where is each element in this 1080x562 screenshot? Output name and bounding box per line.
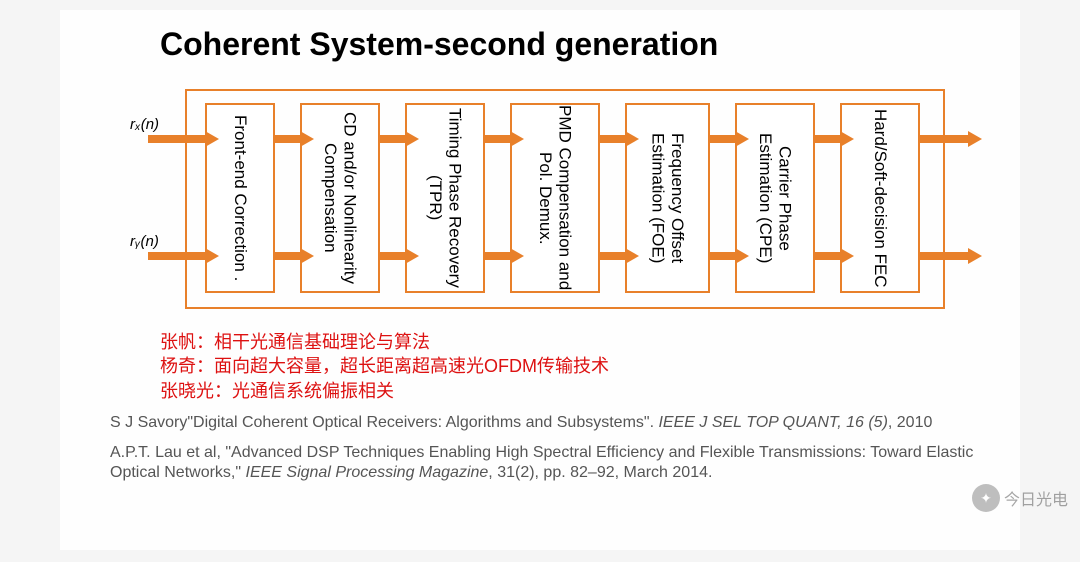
watermark-text: 今日光电 (1004, 486, 1068, 510)
block-label: Carrier Phase Estimation (CPE) (755, 105, 794, 291)
ref-ital: IEEE Signal Processing Magazine (246, 464, 489, 481)
ref-tail: , 31(2), pp. 82–92, March 2014. (488, 464, 712, 481)
block-label: Frequency Offset Estimation (FOE) (648, 105, 687, 291)
block-diagram: rₓ(n) rᵧ(n) Front-end Correction . CD and/o… (130, 81, 950, 316)
block-label: CD and/or Nonlinearity Compensation (320, 105, 359, 291)
slide: Coherent System-second generation rₓ(n)r… (60, 10, 1020, 550)
block-label: PMD Compensation and Pol. Demux. (535, 105, 574, 291)
slide-title: Coherent System-second generation (160, 26, 980, 63)
watermark-icon: ✦ (972, 484, 1000, 512)
block-label: Hard/Soft-decision FEC (870, 109, 890, 288)
ref-text: S J Savory"Digital Coherent Optical Rece… (110, 414, 658, 431)
ref-ital: IEEE J SEL TOP QUANT, 16 (5) (658, 414, 887, 431)
watermark: ✦ 今日光电 (972, 484, 1068, 512)
reference-2: A.P.T. Lau et al, "Advanced DSP Techniqu… (110, 443, 980, 483)
note-line: 张帆：相干光通信基础理论与算法 (160, 330, 980, 354)
input-label: rᵧ(n) (130, 233, 159, 250)
block-label: Timing Phase Recovery (TPR) (425, 105, 464, 291)
block-label: Front-end Correction . (230, 115, 250, 281)
red-notes: 张帆：相干光通信基础理论与算法 杨奇：面向超大容量，超长距离超高速光OFDM传输… (160, 330, 980, 403)
note-line: 张晓光：光通信系统偏振相关 (160, 379, 980, 403)
ref-tail: , 2010 (888, 414, 932, 431)
reference-1: S J Savory"Digital Coherent Optical Rece… (110, 413, 980, 433)
note-line: 杨奇：面向超大容量，超长距离超高速光OFDM传输技术 (160, 354, 980, 378)
input-label: rₓ(n) (130, 116, 159, 133)
